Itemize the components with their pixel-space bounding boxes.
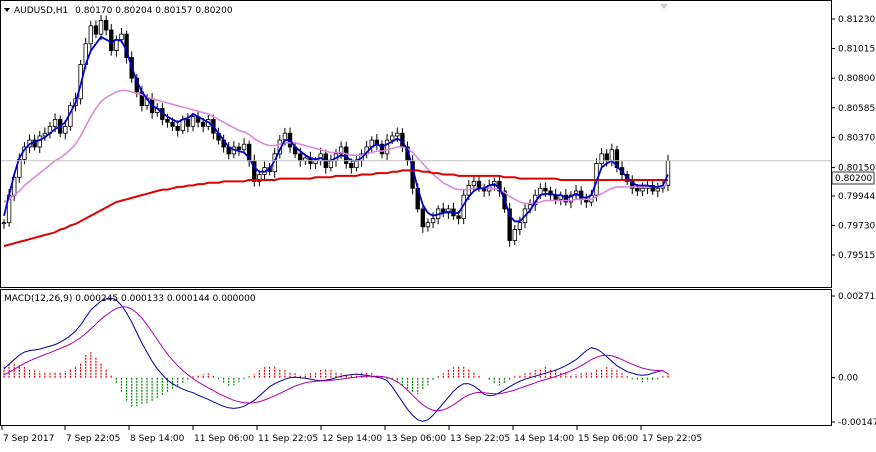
candle-body: [119, 33, 124, 41]
candle-body: [456, 215, 461, 219]
price-tick-label: 0.79515: [838, 251, 875, 261]
candle-body: [650, 185, 655, 192]
candle-body: [609, 149, 615, 162]
ma-fast-line: [3, 35, 669, 223]
candle-body: [170, 121, 175, 127]
candle-body: [338, 146, 344, 155]
candle-body: [640, 187, 645, 192]
price-series: [1, 14, 831, 248]
candle-body: [517, 222, 523, 230]
macd-tick-label: 0.002715: [838, 292, 876, 302]
candle-body: [241, 143, 247, 151]
candle-body: [635, 187, 640, 192]
time-tick-label: 13 Sep 22:05: [450, 434, 510, 444]
candle-body: [328, 160, 334, 169]
price-tick-label: 0.81230: [838, 15, 875, 25]
main-panel-frame: [0, 0, 832, 288]
candle-body: [354, 160, 359, 169]
candle-body: [384, 139, 390, 155]
candle-body: [32, 139, 37, 148]
macd-signal-line: [3, 306, 669, 412]
time-tick-label: 14 Sep 14:00: [514, 434, 574, 444]
macd-panel-frame: [0, 289, 832, 426]
current-price-label: 0.80200: [835, 174, 872, 184]
macd-tick-label: 0.00: [838, 374, 858, 384]
candle-body: [88, 25, 94, 45]
time-tick-label: 7 Sep 2017: [3, 434, 54, 444]
time-tick-label: 11 Sep 22:05: [258, 434, 318, 444]
candle-body: [507, 208, 512, 241]
candle-body: [389, 135, 395, 141]
time-tick-label: 17 Sep 22:05: [642, 434, 702, 444]
macd-tick-label: -0.001472: [838, 418, 876, 428]
candle-body: [471, 180, 477, 186]
candle-body: [430, 218, 436, 224]
time-tick-label: 12 Sep 14:00: [322, 434, 382, 444]
candle-body: [543, 187, 548, 192]
candle-body: [37, 135, 42, 148]
price-tick-label: 0.80585: [838, 104, 875, 114]
collapse-triangle-icon[interactable]: [4, 8, 10, 12]
macd-indicator-label: MACD(12,26,9) 0.000245 0.000133 0.000144…: [4, 294, 256, 304]
macd-line: [3, 297, 664, 422]
candle-body: [52, 119, 58, 127]
candle-body: [1, 222, 7, 225]
candle-body: [630, 180, 635, 189]
candle-body: [298, 153, 303, 162]
candle-body: [349, 163, 354, 169]
time-tick-label: 13 Sep 06:00: [386, 434, 446, 444]
symbol-label: AUDUSD,H1: [14, 6, 68, 16]
candle-body: [63, 125, 68, 134]
candle-body: [425, 222, 431, 228]
macd-series: [3, 297, 669, 422]
candle-body: [282, 132, 288, 141]
time-tick-label: 7 Sep 22:05: [66, 434, 120, 444]
candle-body: [175, 125, 180, 131]
candle-body: [185, 119, 191, 127]
price-tick-label: 0.80150: [838, 164, 875, 174]
time-tick-label: 15 Sep 06:00: [578, 434, 638, 444]
price-tick-label: 0.80370: [838, 133, 875, 143]
time-axis: 7 Sep 2017 7 Sep 22:05 8 Sep 14:00 11 Sep 0…: [1, 426, 702, 444]
candle-body: [109, 29, 114, 52]
candle-body: [599, 153, 604, 164]
price-tick-label: 0.80800: [838, 74, 875, 84]
candle-body: [665, 160, 671, 186]
candle-body: [512, 229, 517, 241]
candle-body: [98, 19, 104, 35]
candle-body: [379, 143, 385, 155]
candle-body: [165, 119, 170, 123]
ma-slow-line: [3, 169, 668, 248]
candle-body: [420, 208, 426, 228]
price-tick-label: 0.81015: [838, 45, 875, 55]
candle-body: [257, 174, 262, 182]
candle-body: [476, 180, 482, 189]
macd-axis: 0.002715 0.00 -0.001472: [831, 292, 876, 428]
candle-body: [201, 121, 206, 127]
candle-body: [103, 19, 109, 31]
current-price-marker: 0.80200: [831, 171, 875, 185]
ohlc-values: 0.80170 0.80204 0.80157 0.80200: [75, 6, 233, 16]
candle-body: [93, 25, 99, 35]
candle-body: [614, 149, 620, 169]
price-axis: 0.81230 0.81015 0.80800 0.80585 0.80370 0.801…: [831, 15, 875, 261]
candle-body: [655, 187, 660, 192]
time-tick-label: 8 Sep 14:00: [130, 434, 185, 444]
price-tick-label: 0.79944: [838, 192, 875, 202]
candle-body: [236, 146, 242, 151]
chart-shift-marker-icon[interactable]: [660, 4, 668, 9]
candle-body: [190, 116, 196, 127]
price-tick-label: 0.79730: [838, 221, 875, 231]
svg-text:AUDUSD,H1 0.80170 0.80204: AUDUSD,H1 0.80170 0.80204 0.80157 0.8020…: [14, 6, 233, 16]
candle-body: [395, 132, 400, 137]
ma-mid-line: [3, 89, 669, 205]
time-tick-label: 11 Sep 06:00: [194, 434, 254, 444]
candle-body: [604, 153, 609, 162]
candle-body: [568, 194, 574, 203]
candle-body: [42, 132, 48, 137]
